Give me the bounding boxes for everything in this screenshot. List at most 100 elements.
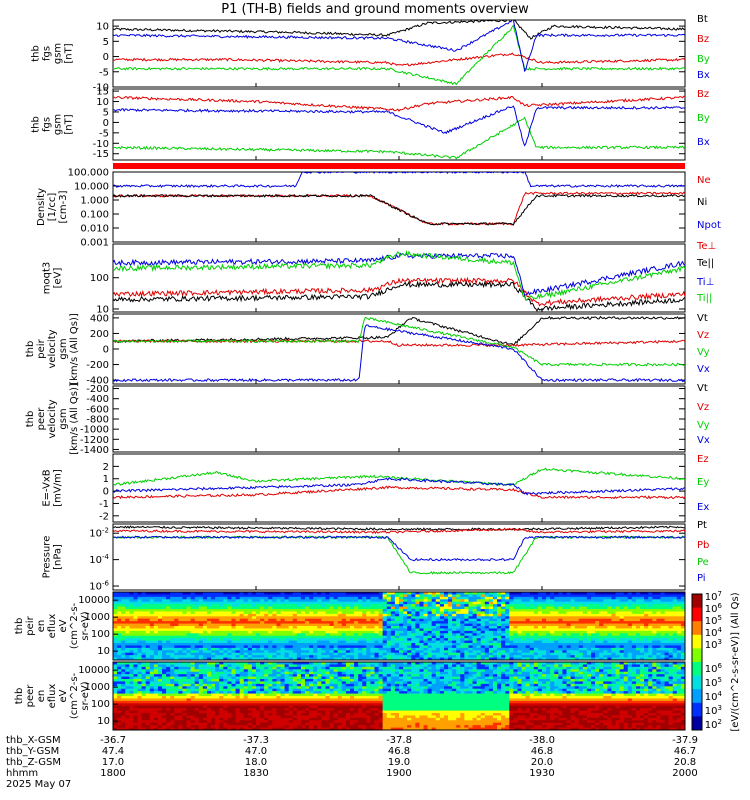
heatmap-cell (501, 599, 506, 603)
heatmap-cell (431, 601, 437, 605)
heatmap-cell (345, 616, 351, 620)
heatmap-cell (300, 601, 306, 605)
heatmap-cell (186, 650, 192, 654)
heatmap-cell (501, 630, 506, 634)
heatmap-cell (542, 599, 547, 603)
heatmap-cell (300, 635, 306, 639)
heatmap-cell (305, 655, 310, 658)
heatmap-cell (578, 633, 584, 637)
heatmap-cell (362, 604, 367, 607)
heatmap-cell (497, 630, 502, 634)
heatmap-cell (272, 657, 277, 661)
heatmap-cell (325, 628, 330, 632)
heatmap-cell (382, 652, 388, 656)
heatmap-cell (186, 686, 192, 690)
heatmap-cell (427, 638, 433, 641)
heatmap-cell (260, 592, 265, 595)
heatmap-cell (211, 679, 216, 682)
heatmap-cell (215, 621, 220, 624)
heatmap-cell (157, 643, 163, 646)
heatmap-cell (219, 613, 224, 617)
heatmap-cell (460, 599, 465, 603)
heatmap-cell (448, 621, 453, 624)
heatmap-cell (513, 633, 518, 637)
heatmap-cell (186, 666, 192, 670)
heatmap-cell (239, 618, 245, 622)
heatmap-cell (260, 628, 265, 632)
heatmap-cell (419, 596, 424, 600)
heatmap-cell (542, 592, 547, 595)
heatmap-cell (341, 655, 347, 658)
heatmap-cell (366, 623, 371, 627)
heatmap-cell (423, 623, 428, 627)
heatmap-cell (366, 657, 371, 661)
heatmap-cell (149, 708, 155, 711)
heatmap-cell (578, 638, 584, 641)
heatmap-cell (390, 628, 396, 632)
heatmap-cell (664, 596, 670, 600)
heatmap-cell (333, 655, 339, 658)
heatmap-cell (129, 715, 134, 719)
heatmap-cell (272, 647, 277, 651)
heatmap-cell (341, 626, 347, 629)
heatmap-cell (525, 655, 531, 658)
heatmap-cell (219, 708, 224, 711)
heatmap-cell (182, 708, 187, 711)
heatmap-cell (411, 633, 416, 637)
heatmap-cell (137, 635, 142, 639)
heatmap-cell (141, 686, 147, 690)
heatmap-cell (574, 618, 580, 622)
heatmap-cell (476, 652, 482, 656)
heatmap-cell (141, 647, 147, 651)
heatmap-cell (137, 722, 142, 726)
heatmap-cell (292, 643, 298, 646)
heatmap-cell (497, 611, 502, 615)
heatmap-cell (648, 630, 653, 634)
heatmap-cell (215, 686, 220, 690)
heatmap-cell (243, 633, 249, 637)
heatmap-cell (468, 618, 473, 622)
heatmap-cell (407, 638, 412, 641)
heatmap-cell (513, 645, 518, 649)
heatmap-cell (149, 630, 155, 634)
heatmap-cell (113, 638, 118, 641)
series-line-Vx (113, 324, 685, 383)
heatmap-cell (149, 601, 155, 605)
heatmap-cell (247, 650, 253, 654)
y-axis-label-line: [nPa] (53, 544, 64, 570)
heatmap-cell (558, 616, 563, 620)
heatmap-cell (198, 630, 204, 634)
heatmap-cell (349, 616, 355, 620)
heatmap-cell (501, 609, 506, 612)
heatmap-cell (182, 635, 187, 639)
heatmap-cell (117, 700, 122, 704)
heatmap-cell (117, 613, 122, 617)
heatmap-cell (619, 657, 625, 661)
heatmap-cell (607, 599, 612, 603)
heatmap-cell (448, 630, 453, 634)
heatmap-cell (186, 621, 192, 624)
heatmap-cell (190, 662, 196, 665)
heatmap-cell (345, 596, 351, 600)
heatmap-cell (264, 626, 269, 629)
heatmap-cell (456, 626, 461, 629)
heatmap-cell (488, 657, 494, 661)
heatmap-cell (566, 650, 571, 654)
heatmap-cell (174, 727, 179, 731)
heatmap-cell (476, 596, 482, 600)
heatmap-cell (382, 621, 388, 624)
heatmap-cell (390, 594, 396, 598)
heatmap-cell (415, 609, 420, 612)
heatmap-cell (501, 638, 506, 641)
heatmap-cell (211, 666, 216, 670)
heatmap-cell (260, 599, 265, 603)
heatmap-cell (251, 643, 257, 646)
heatmap-cell (198, 671, 204, 675)
heatmap-cell (566, 635, 571, 639)
heatmap-cell (374, 628, 379, 632)
legend-entry: Vy (697, 347, 710, 358)
heatmap-cell (501, 657, 506, 661)
heatmap-cell (219, 666, 224, 670)
heatmap-cell (652, 596, 657, 600)
heatmap-cell (648, 599, 653, 603)
